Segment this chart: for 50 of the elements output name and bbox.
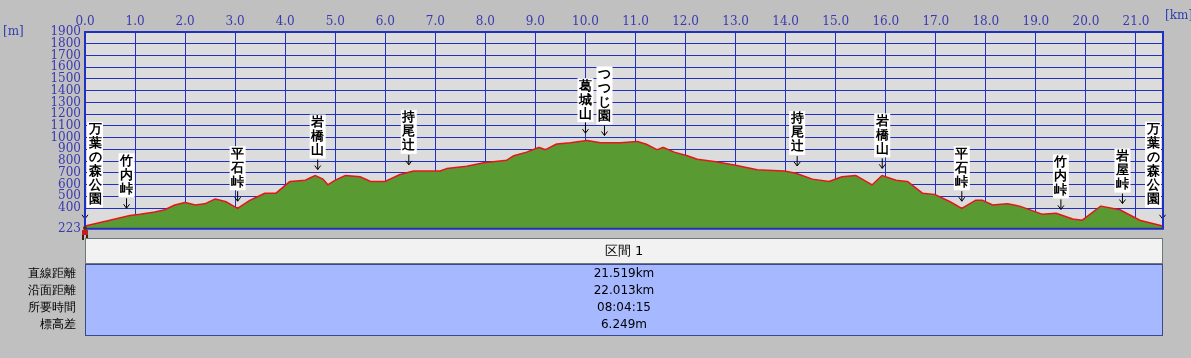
annotation: 持尾辻 bbox=[789, 110, 805, 154]
x-tick-label: 0.0 bbox=[75, 13, 95, 28]
annotation: 万葉の森公園 bbox=[1145, 121, 1161, 207]
text: 21.519km bbox=[592, 265, 656, 282]
annotation: 平石峠 bbox=[954, 145, 969, 189]
text: 区間 1 bbox=[85, 238, 1163, 264]
annotation: 岩橋山 bbox=[874, 112, 890, 156]
annotation: 持尾辻 bbox=[401, 109, 417, 153]
annotation: 岩屋峠 bbox=[1114, 147, 1129, 191]
x-tick-label: 17.0 bbox=[922, 13, 950, 28]
x-tick-label: 10.0 bbox=[572, 13, 599, 28]
text: 6.249m bbox=[599, 316, 648, 333]
x-tick-label: 3.0 bbox=[225, 13, 245, 28]
category-label: 標高差 bbox=[39, 316, 76, 333]
y-axis-title: [m] bbox=[3, 24, 24, 39]
annotation: 竹内峠 bbox=[119, 152, 134, 196]
text: 22.013km bbox=[592, 282, 656, 299]
y-tick-label: 1800 bbox=[50, 35, 81, 50]
x-tick-label: 13.0 bbox=[722, 13, 749, 28]
x-tick-label: 9.0 bbox=[525, 13, 545, 28]
x-tick-label: 11.0 bbox=[622, 13, 649, 28]
annotation: 葛城山 bbox=[577, 77, 592, 121]
annotation: 万葉の森公園 bbox=[87, 121, 103, 207]
text: 08:04:15 bbox=[596, 299, 652, 316]
x-tick-label: 21.0 bbox=[1122, 13, 1150, 28]
x-tick-label: 6.0 bbox=[375, 13, 395, 28]
annotation: 竹内峠 bbox=[1053, 153, 1068, 197]
y-tick-label: 223 bbox=[58, 220, 81, 235]
y-tick-label: 1400 bbox=[50, 82, 81, 97]
x-tick-label: 19.0 bbox=[1022, 13, 1050, 28]
category-label: 沿面距離 bbox=[27, 282, 76, 299]
x-tick-label: 20.0 bbox=[1072, 13, 1100, 28]
x-tick-label: 4.0 bbox=[275, 13, 295, 28]
x-tick-label: 18.0 bbox=[972, 13, 1000, 28]
y-tick-label: 400 bbox=[58, 200, 81, 215]
x-tick-label: 2.0 bbox=[175, 13, 195, 28]
x-tick-label: 8.0 bbox=[475, 13, 495, 28]
x-tick-label: 14.0 bbox=[772, 13, 800, 28]
x-tick-label: 15.0 bbox=[822, 13, 850, 28]
annotation: 岩橋山 bbox=[310, 113, 326, 157]
annotation: 平石峠 bbox=[230, 145, 245, 189]
x-tick-label: 16.0 bbox=[872, 13, 900, 28]
x-tick-label: 1.0 bbox=[125, 13, 145, 28]
x-tick-label: 5.0 bbox=[325, 13, 345, 28]
x-tick-label: 7.0 bbox=[425, 13, 445, 28]
category-label: 直線距離 bbox=[27, 265, 76, 282]
y-tick-label: 700 bbox=[58, 164, 81, 179]
category-label: 所要時間 bbox=[27, 299, 76, 316]
x-tick-label: 12.0 bbox=[672, 13, 699, 28]
annotation: つつじ園 bbox=[596, 65, 611, 123]
